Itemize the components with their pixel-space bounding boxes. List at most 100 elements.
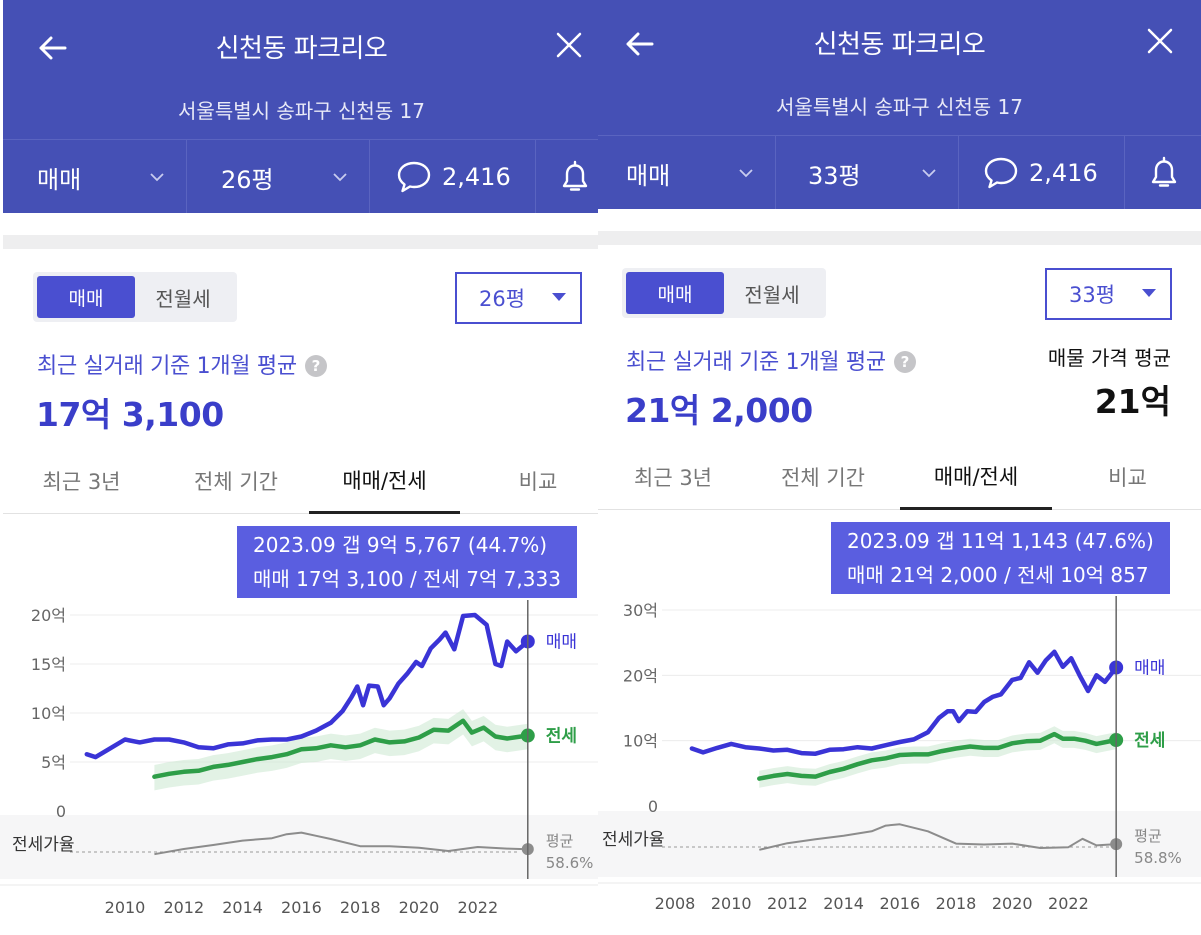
- y-tick-label: 10억: [623, 732, 658, 751]
- tab-sale-jeonse[interactable]: 매매/전세: [309, 448, 460, 514]
- x-tick-label: 2016: [281, 898, 322, 917]
- comments-button[interactable]: 2,416: [959, 136, 1125, 210]
- chart-tooltip: 2023.09 갭 11억 1,143 (47.6%) 매매 21억 2,000…: [831, 522, 1170, 594]
- size-dropdown[interactable]: 26평: [455, 272, 582, 324]
- size-select[interactable]: 26평: [187, 140, 370, 214]
- close-icon[interactable]: [1145, 26, 1175, 56]
- tooltip-gap: 2023.09 갭 11억 1,143 (47.6%): [847, 529, 1154, 553]
- sub-toolbar: 매매 33평 2,416: [598, 135, 1201, 210]
- tab-sale-jeonse[interactable]: 매매/전세: [900, 444, 1052, 510]
- x-tick-label: 2020: [992, 894, 1033, 913]
- x-tick-label: 2016: [879, 894, 920, 913]
- chevron-down-icon: [150, 173, 164, 182]
- help-icon[interactable]: ?: [893, 351, 916, 373]
- ratio-avg-label: 평균: [546, 832, 574, 850]
- back-arrow-icon[interactable]: [620, 24, 660, 64]
- back-arrow-icon[interactable]: [33, 28, 73, 68]
- deal-segment: 매매 전월세: [33, 272, 237, 322]
- tab-all-period[interactable]: 전체 기간: [194, 470, 278, 494]
- ratio-avg-label: 평균: [1134, 827, 1162, 845]
- comment-count: 2,416: [1029, 159, 1098, 187]
- sale-series-label: 매매: [546, 632, 577, 652]
- comments-button[interactable]: 2,416: [370, 140, 536, 214]
- x-tick-label: 2012: [767, 894, 808, 913]
- alert-button[interactable]: [536, 140, 600, 214]
- size-value: 33평: [808, 161, 861, 190]
- segment-rent[interactable]: 전월세: [155, 286, 211, 311]
- bell-icon: [1151, 156, 1177, 187]
- size-dropdown-value: 33평: [1069, 283, 1116, 307]
- jeonse-price-line: [152, 718, 531, 779]
- chat-bubble-icon: [397, 161, 431, 193]
- y-tick-label: 5억: [41, 753, 66, 772]
- tab-recent-3y[interactable]: 최근 3년: [634, 466, 712, 490]
- x-tick-label: 2018: [936, 894, 977, 913]
- tooltip-prices: 매매 17억 3,100 / 전세 7억 7,333: [253, 567, 561, 591]
- tab-compare[interactable]: 비교: [1108, 466, 1147, 490]
- dropdown-triangle-icon: [552, 293, 566, 301]
- panel-26pyeong: 신천동 파크리오 서울특별시 송파구 신천동 17 매매 26평 2,416 매…: [0, 0, 600, 935]
- dropdown-triangle-icon: [1142, 289, 1156, 297]
- tab-recent-3y[interactable]: 최근 3년: [42, 470, 121, 494]
- panel-33pyeong: 신천동 파크리오 서울특별시 송파구 신천동 17 매매 33평 2,416 매…: [598, 0, 1201, 935]
- segment-sale[interactable]: 매매: [626, 272, 724, 314]
- sale-series-label: 매매: [1134, 658, 1165, 678]
- segment-rent[interactable]: 전월세: [744, 282, 800, 307]
- size-select[interactable]: 33평: [776, 136, 959, 210]
- x-tick-label: 2022: [1048, 894, 1089, 913]
- jeonse-series-label: 전세: [546, 727, 577, 747]
- sale-price-line: [84, 612, 531, 760]
- address: 서울특별시 송파구 신천동 17: [178, 99, 425, 123]
- jeonse-series-label: 전세: [1134, 731, 1165, 751]
- price-chart[interactable]: 20억 15억 10억 5억 0 2010 2012 2014 2016 2018 2020 2022…: [0, 515, 600, 925]
- alert-button[interactable]: [1125, 136, 1201, 210]
- x-tick-label: 2008: [655, 894, 696, 913]
- close-icon[interactable]: [554, 30, 584, 60]
- x-tick-label: 2020: [399, 898, 440, 917]
- ratio-line: [154, 831, 528, 856]
- segment-sale[interactable]: 매매: [37, 276, 135, 318]
- chart-tooltip: 2023.09 갭 9억 5,767 (44.7%) 매매 17억 3,100 …: [237, 526, 577, 598]
- y-tick-label: 15억: [31, 655, 66, 674]
- deal-type-select[interactable]: 매매: [598, 136, 776, 210]
- avg-label: 최근 실거래 기준 1개월 평균?: [626, 344, 916, 376]
- ratio-line: [759, 823, 1117, 851]
- deal-type-value: 매매: [626, 161, 671, 190]
- y-tick-label: 10억: [31, 704, 66, 723]
- ratio-band: [598, 811, 1201, 877]
- price-chart[interactable]: 30억 20억 10억 0 2008 2010 2012 2014 2016 2018 2020 20…: [598, 511, 1201, 925]
- sale-price-line: [689, 649, 1119, 756]
- y-tick-label: 30억: [623, 601, 658, 620]
- help-icon[interactable]: ?: [304, 355, 327, 377]
- chart-tabs: 최근 3년 전체 기간 매매/전세 비교: [3, 448, 600, 514]
- chevron-down-icon: [333, 173, 347, 182]
- chevron-down-icon: [922, 169, 936, 178]
- listing-avg-value: 21억: [1094, 382, 1171, 421]
- chat-bubble-icon: [984, 157, 1018, 189]
- comment-count: 2,416: [442, 163, 511, 191]
- ratio-label: 전세가율: [602, 830, 665, 850]
- separator: [3, 213, 600, 249]
- deal-type-value: 매매: [37, 165, 82, 194]
- bell-icon: [562, 160, 588, 191]
- chevron-down-icon: [739, 169, 753, 178]
- x-tick-label: 2018: [340, 898, 381, 917]
- y-tick-label: 20억: [623, 666, 658, 685]
- tab-all-period[interactable]: 전체 기간: [781, 466, 865, 490]
- deal-type-select[interactable]: 매매: [3, 140, 187, 214]
- size-dropdown[interactable]: 33평: [1045, 268, 1172, 320]
- ratio-band: [0, 815, 600, 879]
- tooltip-gap: 2023.09 갭 9억 5,767 (44.7%): [253, 533, 548, 557]
- avg-label-text: 최근 실거래 기준 1개월 평균: [37, 354, 297, 379]
- ratio-avg-value: 58.8%: [1134, 849, 1182, 867]
- y-tick-label: 20억: [31, 606, 66, 625]
- avg-price: 21억 2,000: [625, 391, 813, 430]
- tab-compare[interactable]: 비교: [518, 470, 558, 494]
- x-tick-label: 2022: [457, 898, 498, 917]
- address: 서울특별시 송파구 신천동 17: [776, 95, 1023, 119]
- chart-tabs: 최근 3년 전체 기간 매매/전세 비교: [598, 444, 1201, 510]
- tooltip-prices: 매매 21억 2,000 / 전세 10억 857: [847, 563, 1149, 587]
- avg-label: 최근 실거래 기준 1개월 평균?: [37, 348, 327, 380]
- page-title: 신천동 파크리오: [215, 34, 388, 64]
- x-tick-label: 2010: [105, 898, 146, 917]
